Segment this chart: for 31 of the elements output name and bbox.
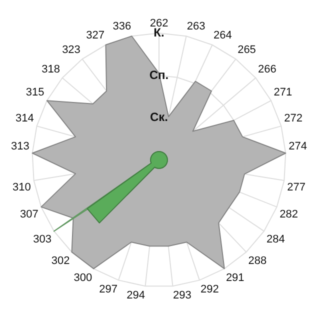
spoke-label: 307 — [20, 208, 38, 221]
spoke-label: 310 — [12, 182, 31, 194]
spoke-label: 336 — [112, 20, 132, 33]
spoke-label: 327 — [86, 30, 104, 42]
spoke-label: 288 — [248, 254, 267, 267]
y-tick-label: К. — [154, 25, 164, 40]
spoke-label: 291 — [226, 272, 244, 284]
spoke-label: 300 — [74, 272, 92, 284]
spoke-label: 303 — [33, 233, 52, 246]
spoke-label: 292 — [200, 284, 219, 296]
spoke-label: 266 — [258, 63, 276, 76]
spoke-label: 271 — [274, 86, 292, 99]
spoke-label: 263 — [186, 20, 206, 33]
spoke-label: 264 — [214, 30, 232, 42]
y-tick-label: Ск. — [150, 110, 168, 124]
y-tick-label: Сп. — [149, 68, 169, 82]
spoke-label: 323 — [62, 44, 80, 56]
spoke-label: 293 — [173, 290, 192, 302]
spoke-label: 277 — [287, 182, 306, 194]
spoke-label: 265 — [238, 44, 256, 56]
spoke-label: 274 — [288, 140, 308, 152]
spoke-label: 297 — [99, 284, 118, 296]
spoke-label: 314 — [16, 112, 34, 125]
spoke-label: 318 — [42, 63, 60, 76]
spoke-label: 272 — [284, 112, 302, 125]
spoke-label: 294 — [126, 290, 145, 302]
spoke-label: 315 — [26, 86, 44, 99]
spoke-label: 284 — [266, 233, 285, 246]
spoke-label: 313 — [10, 140, 30, 152]
spoke-label: 282 — [280, 208, 298, 221]
spoke-label: 302 — [51, 254, 70, 267]
